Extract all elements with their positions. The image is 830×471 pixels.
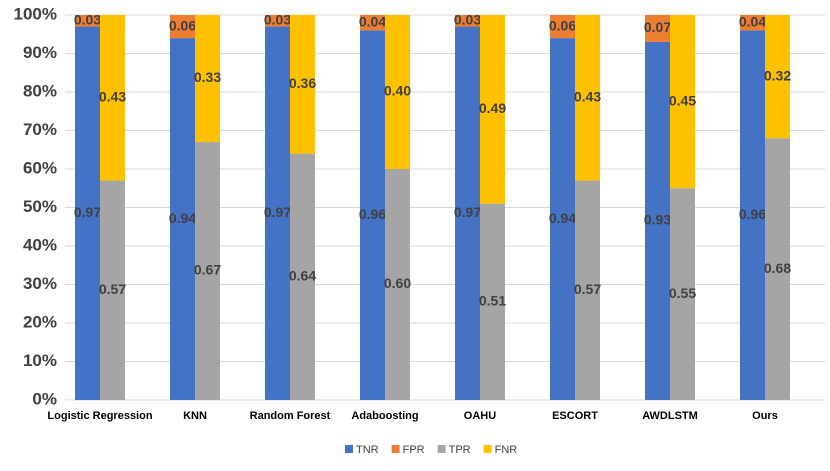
- bar-segment: [385, 15, 410, 169]
- bar-segment: [170, 38, 195, 400]
- data-label: 0.06: [549, 17, 576, 33]
- y-tick-label: 80%: [23, 81, 57, 100]
- bar-segment: [265, 26, 290, 401]
- bar-segment: [480, 15, 505, 204]
- data-label: 0.33: [194, 69, 221, 85]
- data-label: 0.03: [264, 11, 291, 27]
- data-label: 0.03: [74, 11, 101, 27]
- bar-segment: [575, 180, 600, 400]
- x-tick-label: AWDLSTM: [642, 410, 698, 422]
- bar-segment: [385, 169, 410, 400]
- bar-segment: [265, 15, 290, 27]
- data-label: 0.96: [739, 206, 766, 222]
- bar-segment: [75, 15, 100, 27]
- bar-segment: [740, 30, 765, 401]
- legend-swatch: [483, 445, 492, 453]
- data-label: 0.07: [644, 19, 671, 35]
- data-label: 0.68: [764, 260, 791, 276]
- data-label: 0.97: [454, 204, 481, 220]
- data-label: 0.43: [99, 88, 126, 104]
- data-label: 0.57: [99, 281, 126, 297]
- legend-swatch: [437, 445, 446, 453]
- bar-segment: [480, 203, 505, 400]
- x-tick-label: OAHU: [464, 410, 496, 422]
- bar-segment: [195, 15, 220, 143]
- bar-segment: [360, 30, 385, 401]
- y-tick-label: 100%: [14, 4, 57, 23]
- y-tick-label: 20%: [23, 312, 57, 331]
- bar-segment: [575, 15, 600, 181]
- legend-swatch: [391, 445, 400, 453]
- data-label: 0.55: [669, 285, 696, 301]
- bar-segment: [670, 15, 695, 189]
- data-label: 0.93: [644, 212, 671, 228]
- bar-segment: [455, 15, 480, 27]
- x-tick-label: Ours: [752, 410, 778, 422]
- bar-segment: [195, 142, 220, 401]
- data-label: 0.04: [739, 13, 766, 29]
- y-tick-label: 40%: [23, 235, 57, 254]
- bar-segment: [765, 138, 790, 400]
- data-label: 0.40: [384, 83, 411, 99]
- bar-segment: [765, 15, 790, 139]
- legend-label: TPR: [449, 444, 471, 456]
- bar-segment: [100, 15, 125, 181]
- legend-label: FPR: [403, 444, 425, 456]
- data-label: 0.04: [359, 13, 386, 29]
- data-label: 0.60: [384, 275, 411, 291]
- data-label: 0.45: [669, 92, 696, 108]
- data-label: 0.97: [264, 204, 291, 220]
- y-tick-label: 10%: [23, 351, 57, 370]
- bar-segment: [290, 15, 315, 154]
- data-label: 0.94: [169, 210, 196, 226]
- bar-segment: [670, 188, 695, 400]
- bar-segment: [645, 15, 670, 42]
- x-tick-label: Random Forest: [250, 410, 331, 422]
- data-label: 0.97: [74, 204, 101, 220]
- bar-segment: [455, 26, 480, 401]
- data-label: 0.67: [194, 262, 221, 278]
- bar-segment: [170, 15, 195, 39]
- x-tick-label: Logistic Regression: [47, 410, 152, 422]
- bar-segment: [290, 153, 315, 400]
- data-label: 0.49: [479, 100, 506, 116]
- legend-label: TNR: [356, 444, 379, 456]
- data-label: 0.06: [169, 17, 196, 33]
- bar-segment: [100, 180, 125, 400]
- data-label: 0.64: [289, 268, 316, 284]
- x-tick-label: ESCORT: [552, 410, 598, 422]
- data-label: 0.03: [454, 11, 481, 27]
- bar-segment: [740, 15, 765, 31]
- legend-swatch: [345, 445, 353, 453]
- data-label: 0.43: [574, 88, 601, 104]
- y-tick-label: 30%: [23, 274, 57, 293]
- data-label: 0.57: [574, 281, 601, 297]
- data-label: 0.94: [549, 210, 576, 226]
- y-tick-label: 0%: [32, 389, 57, 408]
- legend-label: FNR: [495, 444, 518, 456]
- x-tick-label: KNN: [183, 410, 207, 422]
- data-label: 0.51: [479, 293, 506, 309]
- y-tick-label: 60%: [23, 158, 57, 177]
- bar-segment: [645, 41, 670, 400]
- bar-segment: [550, 38, 575, 400]
- x-tick-label: Adaboosting: [351, 410, 418, 422]
- bar-segment: [550, 15, 575, 39]
- bar-segment: [360, 15, 385, 31]
- data-label: 0.96: [359, 206, 386, 222]
- data-label: 0.32: [764, 67, 791, 83]
- y-tick-label: 90%: [23, 43, 57, 62]
- bar-segment: [75, 26, 100, 401]
- data-label: 0.36: [289, 75, 316, 91]
- y-tick-label: 50%: [23, 197, 57, 216]
- y-tick-label: 70%: [23, 120, 57, 139]
